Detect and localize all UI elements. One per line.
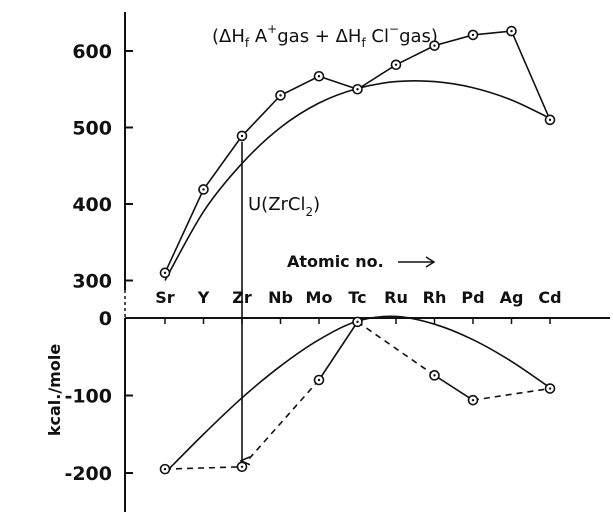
lower-series-point-center	[471, 398, 475, 402]
x-tick-label: Ag	[500, 288, 524, 307]
label-plus: +	[267, 22, 277, 36]
upper-series-point-center	[202, 188, 205, 191]
x-tick-label: Sr	[155, 288, 175, 307]
y-tick-label: 0	[99, 308, 112, 330]
lower-series-point-center	[356, 320, 359, 324]
lower-series-segment	[241, 379, 320, 468]
x-axis-label: Atomic no.	[287, 252, 384, 271]
lower-series-point-center	[548, 387, 552, 390]
x-tick-label: Pd	[461, 288, 484, 307]
upper-series-point-center	[394, 63, 398, 66]
y-tick-label: 600	[72, 41, 112, 63]
upper-series-point-center	[279, 94, 282, 97]
label-dh2: ΔH	[336, 26, 362, 47]
label-gas1: gas	[277, 26, 309, 47]
upper-series-point-center	[163, 271, 167, 275]
lower-series-segment	[434, 374, 474, 401]
x-tick-label: Cd	[538, 288, 561, 307]
label-a: A	[249, 26, 268, 47]
label-f2: f	[361, 36, 366, 50]
y-tick-label: 300	[72, 271, 112, 293]
y-axis-label: kcal./mole	[45, 344, 64, 436]
label-minus: −	[389, 22, 399, 36]
y-tick-label: 400	[72, 194, 112, 216]
upper-series-label: (ΔHf A+gas + ΔHf Cl−gas)	[212, 22, 438, 50]
upper-series-point-center	[433, 44, 436, 47]
upper-series-point-center	[471, 33, 475, 37]
lower-series-point-center	[240, 465, 244, 468]
lower-series-point-center	[317, 378, 321, 382]
label-prefix: (	[212, 26, 219, 47]
label-f1: f	[245, 36, 250, 50]
upper-series-point-center	[317, 75, 321, 78]
arrow-label: U(ZrCl2)	[248, 194, 320, 219]
y-tick-label: -200	[64, 463, 112, 485]
lower-series-point-center	[433, 374, 436, 377]
upper-series-point-center	[548, 118, 552, 122]
x-axis-label-arrowhead	[425, 256, 436, 268]
label-cl: Cl	[366, 26, 389, 47]
y-tick-label: -100	[64, 386, 112, 408]
upper-series-point-center	[510, 29, 513, 33]
lower-smooth-curve	[164, 315, 551, 474]
x-tick-label: Mo	[306, 288, 333, 307]
upper-smooth-curve	[164, 79, 551, 281]
lower-series-segment	[357, 321, 435, 377]
arrow-label-end: )	[313, 194, 320, 215]
label-dh1: ΔH	[219, 26, 245, 47]
x-tick-label: Tc	[348, 288, 366, 307]
label-mid: +	[309, 26, 336, 47]
upper-series-line	[164, 30, 551, 274]
y-tick-label: 500	[72, 118, 112, 140]
lower-series-segment	[472, 387, 551, 401]
lower-series-segment	[318, 321, 359, 381]
lower-series-point-center	[163, 467, 167, 471]
upper-series-point-center	[356, 88, 359, 91]
arrow-label-sub: 2	[306, 205, 314, 219]
label-gas2: gas)	[399, 26, 438, 47]
lower-series-segment	[164, 466, 243, 470]
x-tick-label: Y	[197, 288, 210, 307]
x-tick-label: Ru	[384, 288, 408, 307]
x-tick-label: Nb	[268, 288, 293, 307]
upper-series-point-center	[240, 134, 244, 138]
x-tick-label: Rh	[423, 288, 447, 307]
arrow-label-u: U(ZrCl	[248, 194, 306, 215]
